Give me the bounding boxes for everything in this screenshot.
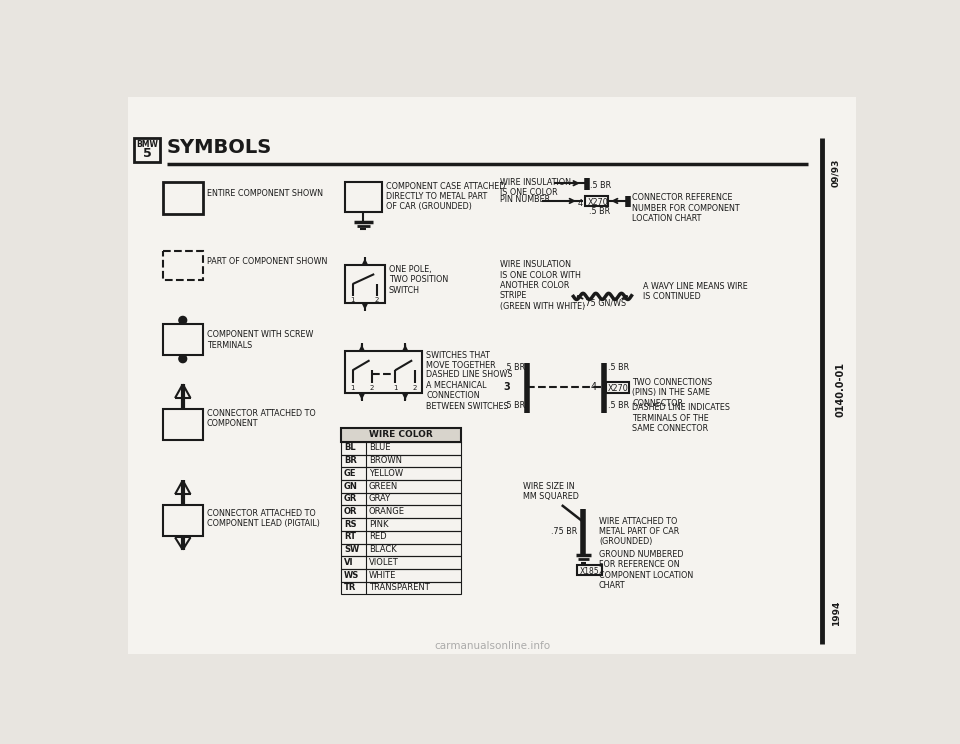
Text: SWITCHES THAT
MOVE TOGETHER: SWITCHES THAT MOVE TOGETHER: [426, 351, 495, 371]
Text: VI: VI: [344, 558, 353, 567]
Bar: [585, 196, 609, 206]
Bar: [341, 518, 461, 531]
Bar: [162, 182, 203, 214]
Bar: [341, 569, 461, 582]
Text: X270: X270: [609, 384, 629, 393]
Text: PIN NUMBER: PIN NUMBER: [500, 195, 550, 204]
Text: WIRE INSULATION
IS ONE COLOR WITH
ANOTHER COLOR
STRIPE
(GREEN WITH WHITE): WIRE INSULATION IS ONE COLOR WITH ANOTHE…: [500, 260, 585, 311]
Text: 2: 2: [375, 297, 379, 303]
Text: RS: RS: [344, 520, 356, 529]
Text: GROUND NUMBERED
FOR REFERENCE ON
COMPONENT LOCATION
CHART: GROUND NUMBERED FOR REFERENCE ON COMPONE…: [599, 550, 693, 590]
Text: CONNECTOR ATTACHED TO
COMPONENT: CONNECTOR ATTACHED TO COMPONENT: [206, 409, 316, 429]
Bar: [341, 442, 461, 455]
Text: ENTIRE COMPONENT SHOWN: ENTIRE COMPONENT SHOWN: [206, 190, 323, 199]
Bar: [341, 455, 461, 467]
Text: RED: RED: [369, 533, 386, 542]
Text: .5 BR: .5 BR: [609, 401, 630, 410]
Text: WIRE SIZE IN
MM SQUARED: WIRE SIZE IN MM SQUARED: [523, 482, 579, 501]
Text: DASHED LINE INDICATES
TERMINALS OF THE
SAME CONNECTOR: DASHED LINE INDICATES TERMINALS OF THE S…: [633, 403, 731, 433]
Text: DASHED LINE SHOWS
A MECHANICAL
CONNECTION
BETWEEN SWITCHES: DASHED LINE SHOWS A MECHANICAL CONNECTIO…: [426, 371, 513, 411]
Bar: [341, 505, 461, 518]
Text: 0140.0-01: 0140.0-01: [836, 362, 846, 417]
Bar: [162, 505, 203, 536]
Text: OR: OR: [344, 507, 357, 516]
Text: COMPONENT CASE ATTACHED
DIRECTLY TO METAL PART
OF CAR (GROUNDED): COMPONENT CASE ATTACHED DIRECTLY TO META…: [386, 182, 505, 211]
Bar: [345, 351, 422, 394]
Text: .5 BR: .5 BR: [504, 401, 525, 410]
Text: GREEN: GREEN: [369, 481, 398, 490]
Bar: [162, 251, 203, 280]
Bar: [577, 565, 602, 575]
Bar: [162, 324, 203, 355]
Bar: [341, 480, 461, 493]
Text: SW: SW: [344, 545, 359, 554]
Bar: [162, 409, 203, 440]
Text: .75 BR: .75 BR: [551, 527, 577, 536]
Text: 4: 4: [577, 199, 583, 208]
Text: 09/93: 09/93: [831, 158, 841, 187]
Text: RT: RT: [344, 533, 356, 542]
Text: ORANGE: ORANGE: [369, 507, 405, 516]
Bar: [341, 557, 461, 569]
Text: BR: BR: [344, 456, 357, 465]
Text: TR: TR: [344, 583, 356, 592]
Text: 2: 2: [412, 385, 417, 391]
Text: YELLOW: YELLOW: [369, 469, 403, 478]
Text: SYMBOLS: SYMBOLS: [166, 138, 272, 157]
Text: ONE POLE,
TWO POSITION
SWITCH: ONE POLE, TWO POSITION SWITCH: [389, 265, 448, 295]
Text: 2: 2: [370, 385, 374, 391]
Text: BLACK: BLACK: [369, 545, 396, 554]
Text: .5 BR: .5 BR: [588, 207, 610, 216]
Text: .5 BR: .5 BR: [609, 362, 630, 372]
Text: 4: 4: [590, 382, 596, 392]
Circle shape: [179, 355, 186, 362]
Text: .5 BR: .5 BR: [590, 181, 612, 190]
Bar: [606, 382, 629, 393]
Text: BL: BL: [344, 443, 355, 452]
Bar: [341, 544, 461, 557]
Bar: [341, 467, 461, 480]
Text: PART OF COMPONENT SHOWN: PART OF COMPONENT SHOWN: [206, 257, 327, 266]
Bar: [345, 265, 385, 304]
Bar: [345, 182, 382, 213]
Circle shape: [179, 316, 186, 324]
Text: 1: 1: [350, 297, 354, 303]
Text: 1: 1: [350, 385, 354, 391]
Text: TRANSPARENT: TRANSPARENT: [369, 583, 429, 592]
Text: WHITE: WHITE: [369, 571, 396, 580]
Text: A WAVY LINE MEANS WIRE
IS CONTINUED: A WAVY LINE MEANS WIRE IS CONTINUED: [643, 282, 748, 301]
Text: GN: GN: [344, 481, 358, 490]
Bar: [341, 428, 461, 442]
Bar: [341, 493, 461, 505]
Text: 1: 1: [393, 385, 397, 391]
Text: X185: X185: [580, 567, 599, 576]
Text: TWO CONNECTIONS
(PINS) IN THE SAME
CONNECTOR: TWO CONNECTIONS (PINS) IN THE SAME CONNE…: [633, 378, 712, 408]
Bar: [341, 582, 461, 594]
Text: 1994: 1994: [831, 600, 841, 626]
Text: WIRE COLOR: WIRE COLOR: [369, 429, 433, 439]
Text: carmanualsonline.info: carmanualsonline.info: [434, 641, 550, 652]
Text: WIRE INSULATION
IS ONE COLOR: WIRE INSULATION IS ONE COLOR: [500, 178, 571, 197]
Text: X270: X270: [588, 198, 608, 207]
Text: .5 BR: .5 BR: [504, 362, 525, 372]
Text: GRAY: GRAY: [369, 494, 391, 503]
Text: WS: WS: [344, 571, 359, 580]
Text: WIRE ATTACHED TO
METAL PART OF CAR
(GROUNDED): WIRE ATTACHED TO METAL PART OF CAR (GROU…: [599, 516, 680, 546]
Text: .75 GN/WS: .75 GN/WS: [583, 299, 626, 308]
Text: BROWN: BROWN: [369, 456, 402, 465]
Text: VIOLET: VIOLET: [369, 558, 398, 567]
Text: CONNECTOR REFERENCE
NUMBER FOR COMPONENT
LOCATION CHART: CONNECTOR REFERENCE NUMBER FOR COMPONENT…: [632, 193, 739, 223]
Text: COMPONENT WITH SCREW
TERMINALS: COMPONENT WITH SCREW TERMINALS: [206, 330, 313, 350]
Text: BLUE: BLUE: [369, 443, 391, 452]
Bar: [341, 531, 461, 544]
Text: PINK: PINK: [369, 520, 388, 529]
Text: GE: GE: [344, 469, 356, 478]
Text: BMW: BMW: [136, 140, 158, 149]
Bar: [134, 138, 160, 162]
Text: 3: 3: [504, 382, 511, 392]
Text: 5: 5: [143, 147, 152, 160]
Text: GR: GR: [344, 494, 357, 503]
Text: CONNECTOR ATTACHED TO
COMPONENT LEAD (PIGTAIL): CONNECTOR ATTACHED TO COMPONENT LEAD (PI…: [206, 509, 320, 528]
